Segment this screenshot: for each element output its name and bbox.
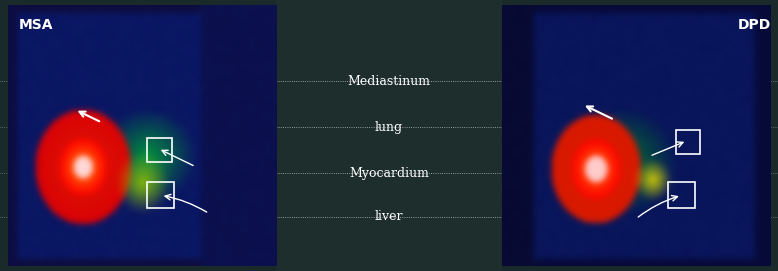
Text: Mediastinum: Mediastinum — [348, 75, 430, 88]
Text: DPD: DPD — [738, 18, 771, 33]
Bar — [147, 138, 171, 162]
Text: Myocardium: Myocardium — [349, 167, 429, 180]
Text: lung: lung — [375, 121, 403, 134]
Bar — [276, 0, 502, 271]
Text: MSA: MSA — [19, 18, 53, 33]
Text: liver: liver — [375, 210, 403, 223]
Bar — [668, 182, 695, 208]
Bar — [147, 182, 174, 208]
Bar — [676, 130, 700, 154]
